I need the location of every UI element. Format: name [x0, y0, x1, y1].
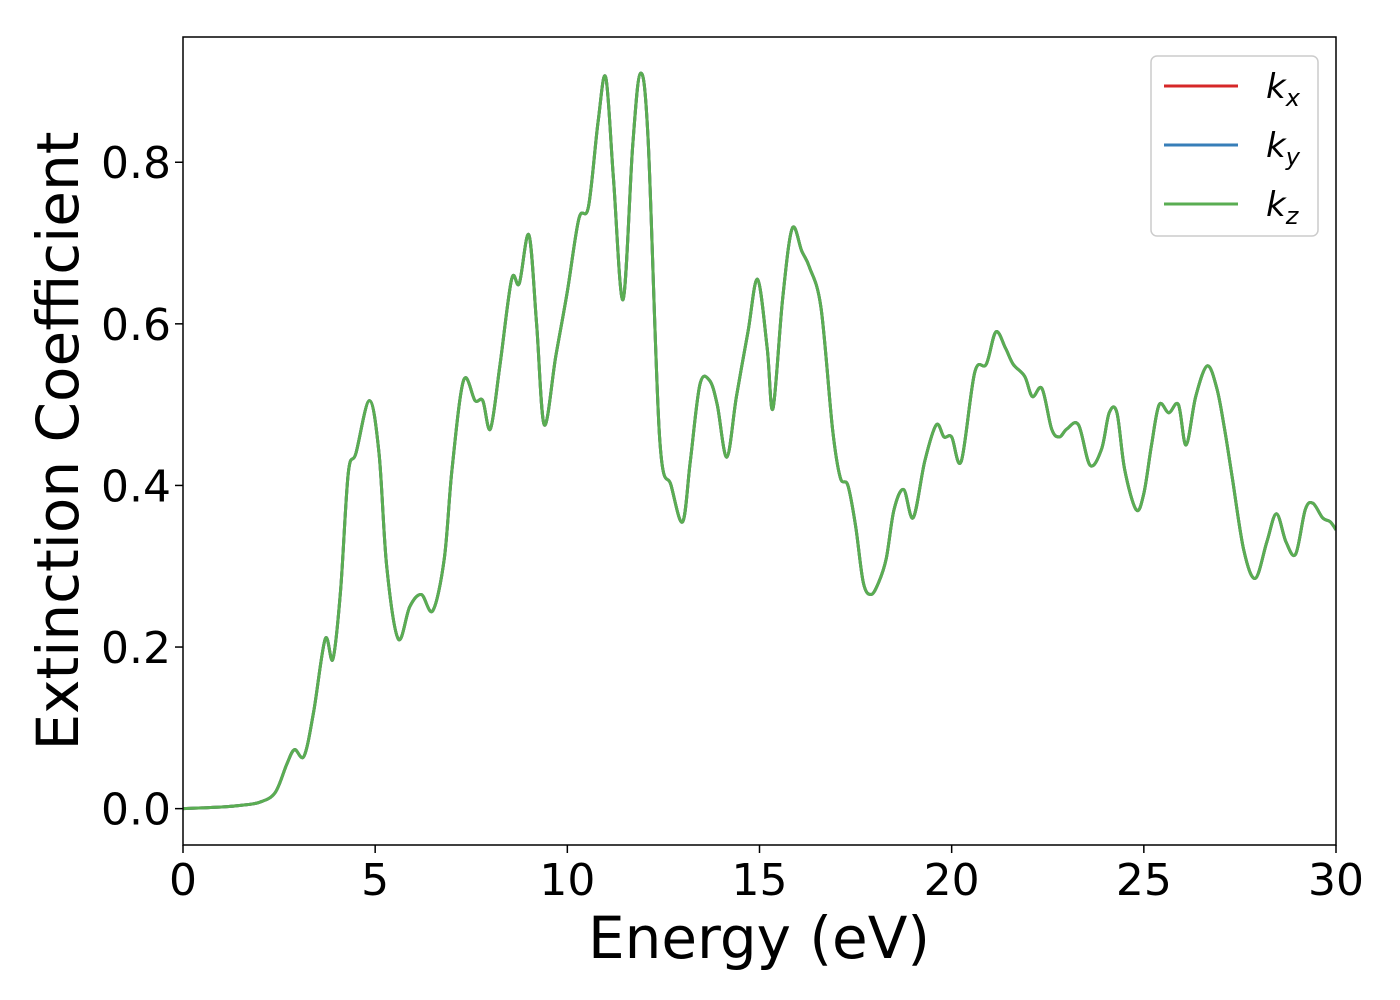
- y-tick-label: 0.2: [101, 623, 171, 674]
- y-axis-label: Extinction Coefficient: [24, 132, 92, 751]
- x-tick-label: 0: [169, 855, 197, 906]
- y-tick-label: 0.0: [101, 785, 171, 836]
- y-tick-label: 0.6: [101, 300, 171, 351]
- x-tick-label: 30: [1308, 855, 1364, 906]
- y-tick-label: 0.8: [101, 138, 171, 189]
- x-tick-label: 5: [361, 855, 389, 906]
- x-tick-label: 25: [1116, 855, 1172, 906]
- x-tick-label: 20: [924, 855, 980, 906]
- x-axis: 0 5 10 15 20 25 30: [169, 845, 1364, 906]
- series-line-z: [183, 71, 1336, 811]
- x-axis-label: Energy (eV): [588, 904, 930, 972]
- legend-entry-y: ky: [1266, 126, 1301, 171]
- x-tick-label: 15: [732, 855, 788, 906]
- plot-lines: [183, 71, 1336, 811]
- x-tick-label: 10: [539, 855, 595, 906]
- y-axis: 0.0 0.2 0.4 0.6 0.8: [101, 138, 183, 836]
- legend-entry-x: kx: [1266, 67, 1301, 112]
- y-tick-label: 0.4: [101, 461, 171, 512]
